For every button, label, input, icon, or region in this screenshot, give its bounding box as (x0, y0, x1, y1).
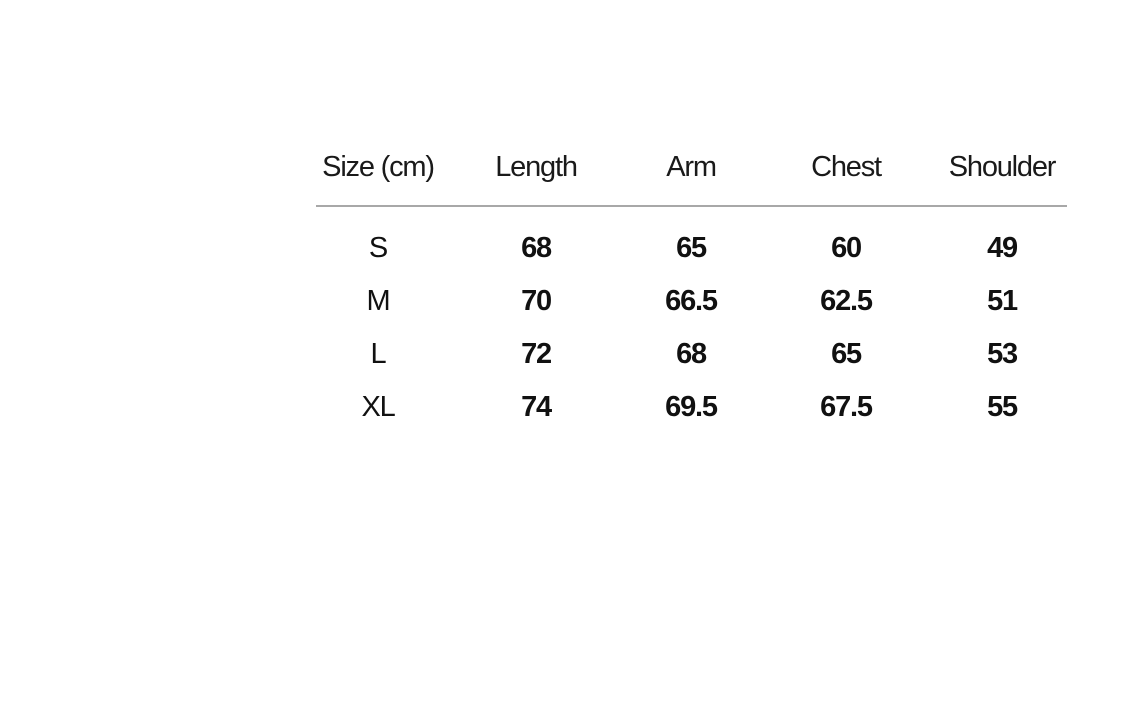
measurement-cell: 65 (831, 338, 862, 370)
header-divider (316, 205, 1067, 207)
measurement-cell: 55 (987, 391, 1018, 423)
size-label: M (366, 285, 391, 317)
column-header-length: Length (495, 151, 578, 183)
measurement-cell: 49 (987, 232, 1018, 264)
column-header-size-cm: Size (cm) (322, 151, 435, 183)
measurement-cell: 70 (521, 285, 552, 317)
measurement-cell: 53 (987, 338, 1018, 370)
measurement-cell: 72 (521, 338, 552, 370)
measurement-cell: 66.5 (665, 285, 718, 317)
measurement-cell: 51 (987, 285, 1018, 317)
measurement-cell: 68 (676, 338, 707, 370)
measurement-cell: 69.5 (665, 391, 718, 423)
measurement-cell: 74 (521, 391, 552, 423)
column-header-chest: Chest (811, 151, 882, 183)
size-label: XL (361, 391, 395, 423)
measurement-cell: 62.5 (820, 285, 873, 317)
measurement-cell: 67.5 (820, 391, 873, 423)
size-label: L (370, 338, 387, 370)
measurement-cell: 68 (521, 232, 552, 264)
measurement-cell: 60 (831, 232, 862, 264)
column-header-shoulder: Shoulder (948, 151, 1057, 183)
size-label: S (368, 232, 388, 264)
column-header-arm: Arm (666, 151, 717, 183)
measurement-cell: 65 (676, 232, 707, 264)
